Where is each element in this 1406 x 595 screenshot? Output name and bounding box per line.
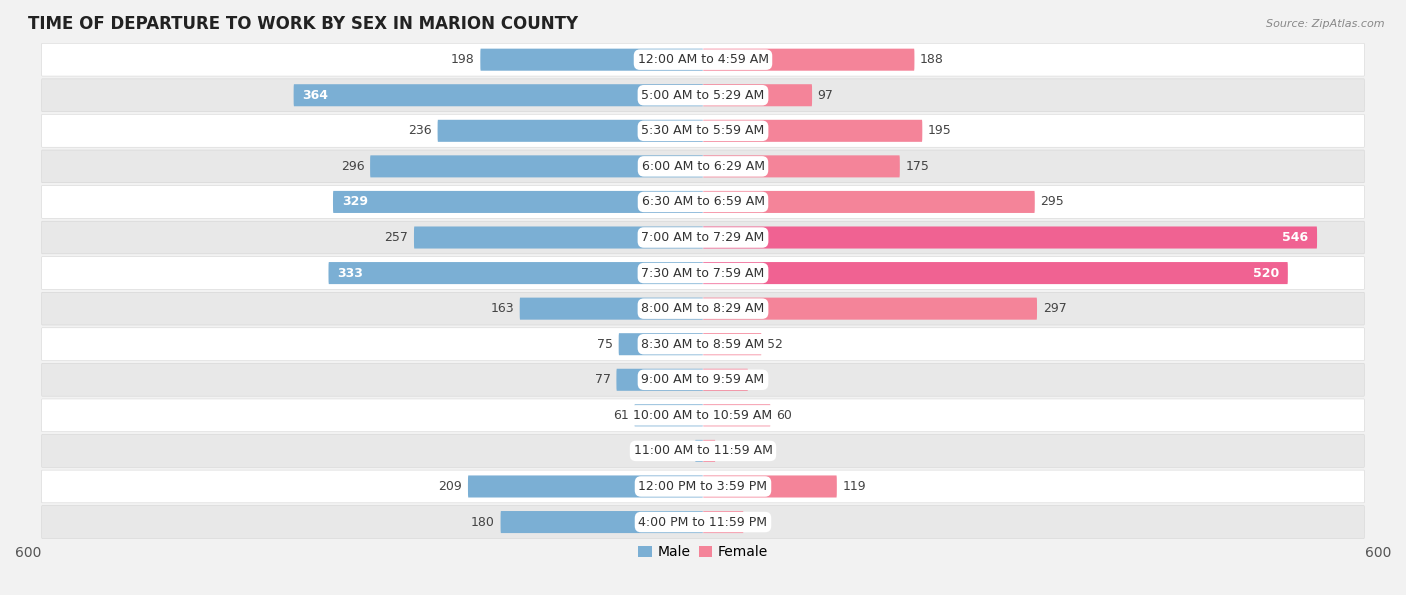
FancyBboxPatch shape: [703, 511, 744, 533]
Text: 195: 195: [928, 124, 952, 137]
Text: 520: 520: [1253, 267, 1279, 280]
Text: 5:30 AM to 5:59 AM: 5:30 AM to 5:59 AM: [641, 124, 765, 137]
FancyBboxPatch shape: [413, 227, 703, 249]
Text: 6:00 AM to 6:29 AM: 6:00 AM to 6:29 AM: [641, 160, 765, 173]
Text: 36: 36: [749, 515, 765, 528]
Text: 295: 295: [1040, 195, 1064, 208]
FancyBboxPatch shape: [520, 298, 703, 320]
FancyBboxPatch shape: [42, 79, 1364, 112]
Text: 97: 97: [818, 89, 834, 102]
FancyBboxPatch shape: [501, 511, 703, 533]
Text: 9:00 AM to 9:59 AM: 9:00 AM to 9:59 AM: [641, 373, 765, 386]
FancyBboxPatch shape: [703, 191, 1035, 213]
FancyBboxPatch shape: [703, 440, 716, 462]
FancyBboxPatch shape: [703, 405, 770, 427]
Text: 329: 329: [342, 195, 368, 208]
Text: 8:00 AM to 8:29 AM: 8:00 AM to 8:29 AM: [641, 302, 765, 315]
FancyBboxPatch shape: [42, 186, 1364, 218]
FancyBboxPatch shape: [42, 256, 1364, 289]
Text: 8:30 AM to 8:59 AM: 8:30 AM to 8:59 AM: [641, 338, 765, 350]
Text: 12:00 PM to 3:59 PM: 12:00 PM to 3:59 PM: [638, 480, 768, 493]
Text: 546: 546: [1282, 231, 1308, 244]
FancyBboxPatch shape: [333, 191, 703, 213]
FancyBboxPatch shape: [616, 369, 703, 391]
FancyBboxPatch shape: [695, 440, 703, 462]
FancyBboxPatch shape: [42, 328, 1364, 361]
Text: 12:00 AM to 4:59 AM: 12:00 AM to 4:59 AM: [637, 53, 769, 66]
FancyBboxPatch shape: [703, 227, 1317, 249]
FancyBboxPatch shape: [703, 155, 900, 177]
FancyBboxPatch shape: [42, 364, 1364, 396]
FancyBboxPatch shape: [703, 84, 813, 107]
Text: 198: 198: [451, 53, 475, 66]
FancyBboxPatch shape: [42, 434, 1364, 467]
Text: TIME OF DEPARTURE TO WORK BY SEX IN MARION COUNTY: TIME OF DEPARTURE TO WORK BY SEX IN MARI…: [28, 15, 578, 33]
Text: 4:00 PM to 11:59 PM: 4:00 PM to 11:59 PM: [638, 515, 768, 528]
FancyBboxPatch shape: [42, 399, 1364, 432]
FancyBboxPatch shape: [703, 298, 1038, 320]
FancyBboxPatch shape: [703, 120, 922, 142]
Text: 11: 11: [721, 444, 737, 458]
Text: 175: 175: [905, 160, 929, 173]
FancyBboxPatch shape: [329, 262, 703, 284]
Text: 7: 7: [682, 444, 689, 458]
Text: 296: 296: [340, 160, 364, 173]
FancyBboxPatch shape: [294, 84, 703, 107]
Text: 77: 77: [595, 373, 610, 386]
Text: 5:00 AM to 5:29 AM: 5:00 AM to 5:29 AM: [641, 89, 765, 102]
Text: 333: 333: [337, 267, 363, 280]
FancyBboxPatch shape: [619, 333, 703, 355]
Text: 10:00 AM to 10:59 AM: 10:00 AM to 10:59 AM: [634, 409, 772, 422]
Text: 297: 297: [1043, 302, 1066, 315]
FancyBboxPatch shape: [481, 49, 703, 71]
FancyBboxPatch shape: [42, 506, 1364, 538]
FancyBboxPatch shape: [703, 333, 762, 355]
Text: 61: 61: [613, 409, 628, 422]
Legend: Male, Female: Male, Female: [633, 540, 773, 565]
Text: 7:30 AM to 7:59 AM: 7:30 AM to 7:59 AM: [641, 267, 765, 280]
FancyBboxPatch shape: [42, 150, 1364, 183]
Text: 11:00 AM to 11:59 AM: 11:00 AM to 11:59 AM: [634, 444, 772, 458]
FancyBboxPatch shape: [42, 221, 1364, 254]
Text: 52: 52: [768, 338, 783, 350]
Text: 236: 236: [408, 124, 432, 137]
FancyBboxPatch shape: [42, 114, 1364, 147]
FancyBboxPatch shape: [703, 369, 748, 391]
FancyBboxPatch shape: [468, 475, 703, 497]
FancyBboxPatch shape: [370, 155, 703, 177]
Text: 60: 60: [776, 409, 792, 422]
FancyBboxPatch shape: [703, 49, 914, 71]
Text: Source: ZipAtlas.com: Source: ZipAtlas.com: [1267, 19, 1385, 29]
FancyBboxPatch shape: [703, 262, 1288, 284]
Text: 180: 180: [471, 515, 495, 528]
FancyBboxPatch shape: [703, 475, 837, 497]
FancyBboxPatch shape: [634, 405, 703, 427]
FancyBboxPatch shape: [42, 470, 1364, 503]
Text: 7:00 AM to 7:29 AM: 7:00 AM to 7:29 AM: [641, 231, 765, 244]
Text: 209: 209: [439, 480, 463, 493]
Text: 188: 188: [920, 53, 943, 66]
FancyBboxPatch shape: [42, 292, 1364, 325]
Text: 75: 75: [598, 338, 613, 350]
Text: 40: 40: [754, 373, 769, 386]
Text: 257: 257: [384, 231, 408, 244]
FancyBboxPatch shape: [42, 43, 1364, 76]
Text: 119: 119: [842, 480, 866, 493]
Text: 364: 364: [302, 89, 329, 102]
Text: 163: 163: [491, 302, 515, 315]
Text: 6:30 AM to 6:59 AM: 6:30 AM to 6:59 AM: [641, 195, 765, 208]
FancyBboxPatch shape: [437, 120, 703, 142]
